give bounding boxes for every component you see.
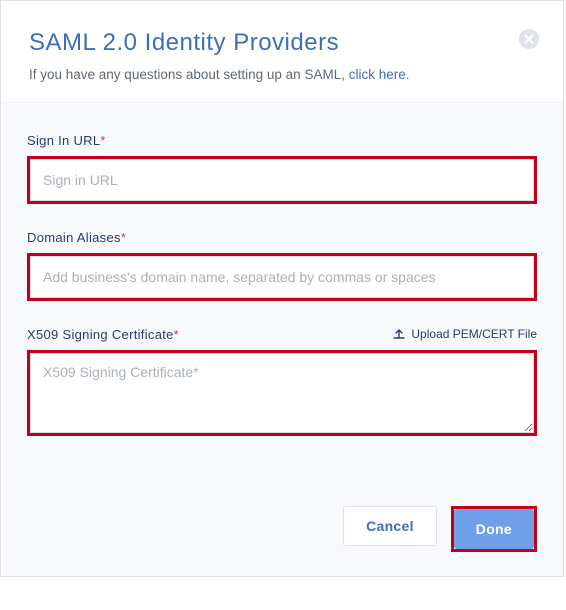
close-button[interactable] [519,29,539,49]
subtitle-text-prefix: If you have any questions about setting … [29,67,349,82]
required-asterisk: * [121,230,126,245]
domain-aliases-label: Domain Aliases* [27,230,537,245]
upload-pem-text: Upload PEM/CERT File [411,327,537,341]
highlight-box [27,253,537,301]
highlight-box [27,350,537,436]
domain-aliases-label-text: Domain Aliases [27,230,121,245]
modal-body: Sign In URL* Domain Aliases* X509 Signin… [1,103,563,472]
field-x509: X509 Signing Certificate* Upload PEM/CER… [27,327,537,436]
required-asterisk: * [100,133,105,148]
sign-in-url-label: Sign In URL* [27,133,537,148]
cancel-button[interactable]: Cancel [343,506,437,546]
close-icon [524,34,534,44]
done-button[interactable]: Done [454,509,534,549]
upload-icon [393,328,405,340]
modal-title: SAML 2.0 Identity Providers [29,29,535,57]
highlight-box [27,156,537,204]
modal-header: SAML 2.0 Identity Providers If you have … [1,1,563,103]
highlight-box: Done [451,506,537,552]
field-sign-in-url: Sign In URL* [27,133,537,204]
modal-subtitle: If you have any questions about setting … [29,67,535,82]
saml-modal: SAML 2.0 Identity Providers If you have … [0,0,564,577]
modal-footer: Cancel Done [1,472,563,576]
required-asterisk: * [174,327,179,342]
field-domain-aliases: Domain Aliases* [27,230,537,301]
subtitle-text-suffix: . [406,67,410,82]
domain-aliases-input[interactable] [30,256,534,298]
x509-label-text: X509 Signing Certificate [27,327,174,342]
help-link[interactable]: click here [349,67,406,82]
x509-textarea[interactable] [30,353,534,433]
upload-pem-link[interactable]: Upload PEM/CERT File [393,327,537,341]
sign-in-url-input[interactable] [30,159,534,201]
sign-in-url-label-text: Sign In URL [27,133,100,148]
